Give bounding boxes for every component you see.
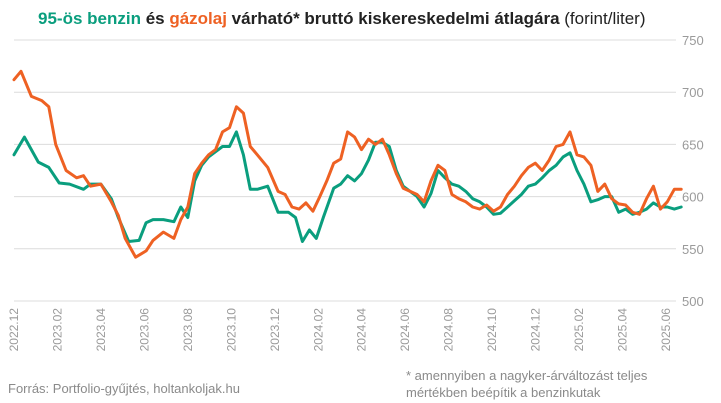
- x-tick-label: 2024.06: [398, 308, 412, 352]
- x-tick-label: 2025.06: [659, 308, 673, 352]
- title-benzin: 95-ös benzin: [38, 9, 141, 28]
- chart-title: 95-ös benzin és gázolaj várható* bruttó …: [38, 9, 646, 28]
- y-tick-label: 700: [682, 85, 704, 100]
- series-lines: [12, 69, 683, 259]
- source-note: Forrás: Portfolio-gyűjtés, holtankoljak.…: [8, 381, 240, 396]
- x-tick-label: 2024.08: [442, 308, 456, 352]
- title-gazolaj: gázolaj: [169, 9, 227, 28]
- x-tick-label: 2024.12: [529, 308, 543, 352]
- x-tick-label: 2023.04: [94, 308, 108, 352]
- x-tick-label: 2023.12: [268, 308, 282, 352]
- footnote-line-2: mértékben beépítik a benzinkutak: [406, 385, 601, 400]
- y-tick-label: 600: [682, 190, 704, 205]
- series-line-gazolaj: [12, 69, 683, 259]
- x-tick-label: 2024.04: [355, 308, 369, 352]
- x-tick-label: 2025.02: [572, 308, 586, 352]
- x-tick-label: 2024.10: [485, 308, 499, 352]
- title-main: várható* bruttó kiskereskedelmi átlagára: [227, 9, 560, 28]
- title-and: és: [141, 9, 169, 28]
- x-tick-label: 2023.08: [181, 308, 195, 352]
- y-axis-ticks: 750 700 650 600 550 500: [682, 33, 704, 309]
- y-tick-label: 650: [682, 137, 704, 152]
- y-tick-label: 550: [682, 242, 704, 257]
- y-tick-label: 750: [682, 33, 704, 48]
- x-tick-label: 2023.10: [224, 308, 238, 352]
- x-tick-label: 2024.02: [311, 308, 325, 352]
- series-line-benzin: [12, 130, 683, 243]
- title-unit: (forint/liter): [560, 9, 646, 28]
- x-tick-label: 2025.04: [616, 308, 630, 352]
- x-tick-label: 2022.12: [7, 308, 21, 352]
- y-tick-label: 500: [682, 294, 704, 309]
- footnote-line-1: * amennyiben a nagyker-árváltozást telje…: [406, 368, 648, 383]
- x-tick-label: 2023.02: [50, 308, 64, 352]
- x-tick-label: 2023.06: [137, 308, 151, 352]
- x-axis-ticks: 2022.12 2023.02 2023.04 2023.06 2023.08 2023.…: [7, 308, 673, 352]
